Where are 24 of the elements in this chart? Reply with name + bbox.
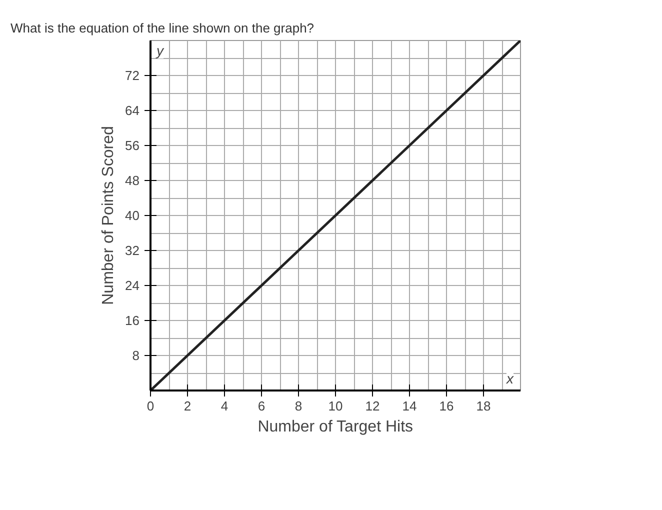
x-tick-label: 6 bbox=[258, 398, 266, 414]
annotation: y bbox=[156, 42, 164, 58]
x-tick-label: 4 bbox=[220, 398, 228, 414]
x-axis-title: Number of Target Hits bbox=[258, 418, 414, 436]
y-tick-label: 32 bbox=[125, 243, 140, 258]
x-tick-label: 2 bbox=[184, 398, 192, 414]
y-tick-label: 48 bbox=[125, 173, 140, 188]
x-tick-label: 12 bbox=[365, 398, 380, 414]
y-tick-label: 40 bbox=[125, 208, 140, 223]
chart-title: What is the equation of the line shown on the graph? bbox=[10, 20, 314, 36]
x-tick-label: 10 bbox=[328, 398, 343, 414]
x-tick-label: 16 bbox=[439, 398, 454, 414]
y-tick-label: 56 bbox=[125, 138, 140, 153]
y-tick-label: 72 bbox=[125, 68, 140, 83]
x-tick-label: 14 bbox=[402, 398, 417, 414]
x-tick-label: 18 bbox=[476, 398, 491, 414]
y-axis-title: Number of Points Scored bbox=[100, 126, 118, 305]
y-tick-label: 24 bbox=[125, 278, 140, 293]
x-tick-label: 8 bbox=[294, 398, 302, 414]
y-tick-label: 64 bbox=[125, 103, 140, 118]
y-tick-label: 8 bbox=[132, 348, 140, 363]
x-tick-label: 0 bbox=[146, 398, 154, 414]
annotation: x bbox=[506, 370, 514, 386]
y-tick-label: 16 bbox=[125, 313, 140, 328]
